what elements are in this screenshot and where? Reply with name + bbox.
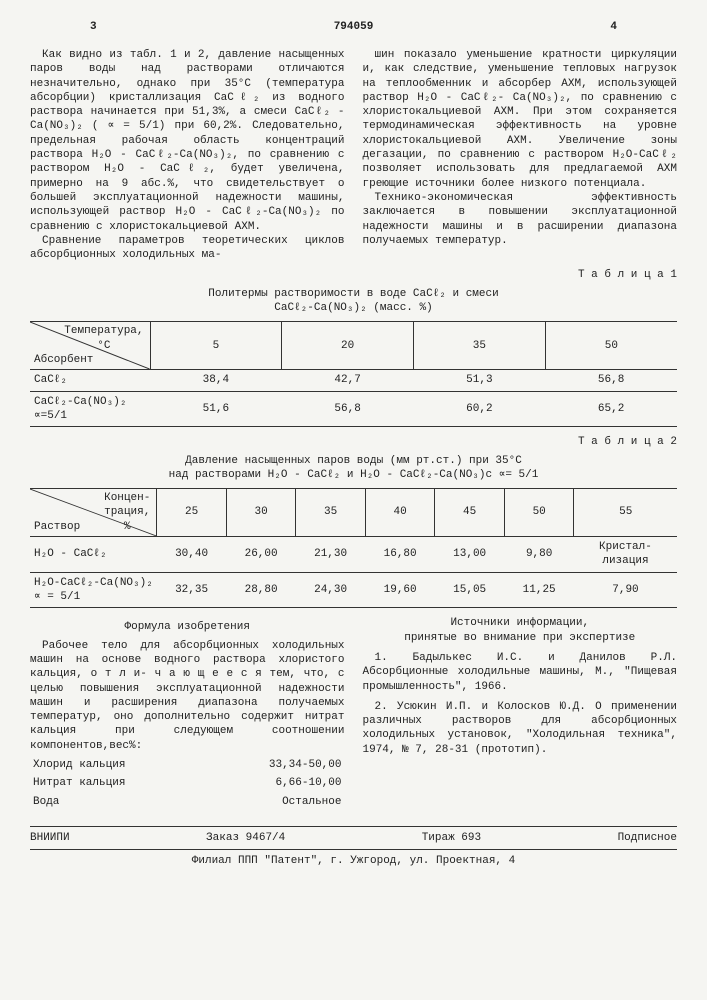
table1: Температура, °С Абсорбент 5 20 35 50 CaC… (30, 321, 677, 427)
t2-r1-v3: 21,30 (296, 537, 366, 573)
t1-r2-v1: 51,6 (150, 391, 282, 427)
t2-r1-l: H₂O - CaCℓ₂ (30, 537, 157, 573)
t2-c7: 55 (574, 489, 677, 537)
page-num-left: 3 (90, 20, 97, 34)
t2-r2-v2: 28,80 (226, 572, 296, 608)
t2-r2-v1: 32,35 (157, 572, 227, 608)
comp3-l: Вода (32, 794, 204, 810)
t1-r2-l: CaCℓ₂-Ca(NO₃)₂ ∝=5/1 (30, 391, 150, 427)
t2-r2-l: H₂O-CaCℓ₂-Ca(NO₃)₂ ∝ = 5/1 (30, 572, 157, 608)
t1-r1-v2: 42,7 (282, 370, 414, 391)
p1: Как видно из табл. 1 и 2, давление насыщ… (30, 48, 345, 234)
t2-r1-v1: 30,40 (157, 537, 227, 573)
t1-r1-v1: 38,4 (150, 370, 282, 391)
table2-title: Т а б л и ц а 2 (30, 435, 677, 449)
t1-r2-v3: 60,2 (414, 391, 546, 427)
table2-diag: Концен- трация, % Раствор (30, 489, 157, 537)
t1-r1-v4: 56,8 (545, 370, 677, 391)
t2-c4: 40 (365, 489, 435, 537)
footer-order: Заказ 9467/4 (206, 831, 285, 845)
t1-c4: 50 (545, 322, 677, 370)
ref2: 2. Усюкин И.П. и Колосков Ю.Д. О примене… (363, 700, 678, 757)
t1-c2: 20 (282, 322, 414, 370)
refs-title: Источники информации, принятые во вниман… (363, 616, 678, 645)
col-left: Как видно из табл. 1 и 2, давление насыщ… (30, 48, 345, 262)
footer-line1: ВНИИПИ Заказ 9467/4 Тираж 693 Подписное (30, 826, 677, 845)
table1-caption: Политермы растворимости в воде CaCℓ₂ и с… (30, 287, 677, 316)
patent-number: 794059 (334, 20, 374, 34)
composition-table: Хлорид кальция33,34-50,00 Нитрат кальция… (30, 755, 345, 812)
t2-c6: 50 (504, 489, 574, 537)
p4: Технико-экономическая эффективность закл… (363, 191, 678, 248)
t2-c3: 35 (296, 489, 366, 537)
table2: Концен- трация, % Раствор 25 30 35 40 45… (30, 488, 677, 608)
p3: шин показало уменьшение кратности циркул… (363, 48, 678, 191)
p2: Сравнение параметров теоретических цикло… (30, 234, 345, 263)
t1-c3: 35 (414, 322, 546, 370)
comp1-l: Хлорид кальция (32, 757, 204, 773)
t2-r2-v3: 24,30 (296, 572, 366, 608)
t1-r2-v4: 65,2 (545, 391, 677, 427)
t2-r1-v6: 9,80 (504, 537, 574, 573)
table2-caption: Давление насыщенных паров воды (мм рт.ст… (30, 454, 677, 483)
t2-r1-v5: 13,00 (435, 537, 505, 573)
comp1-r: 33,34-50,00 (206, 757, 342, 773)
t2-r2-v5: 15,05 (435, 572, 505, 608)
t2-c1: 25 (157, 489, 227, 537)
t1-r1-l: CaCℓ₂ (30, 370, 150, 391)
comp3-r: Остальное (206, 794, 342, 810)
footer-sub: Подписное (618, 831, 677, 845)
ref1: 1. Бадылькес И.С. и Данилов Р.Л. Абсорбц… (363, 651, 678, 694)
page-num-right: 4 (610, 20, 617, 34)
table1-title: Т а б л и ц а 1 (30, 268, 677, 282)
formula-text: Рабочее тело для абсорбционных холодильн… (30, 639, 345, 753)
page-header: 3 794059 4 (30, 20, 677, 40)
formula-title: Формула изобретения (30, 620, 345, 634)
t2-c5: 45 (435, 489, 505, 537)
formula-and-refs: Формула изобретения Рабочее тело для абс… (30, 616, 677, 812)
comp2-r: 6,66-10,00 (206, 775, 342, 791)
table1-diag: Температура, °С Абсорбент (30, 322, 150, 370)
footer-org: ВНИИПИ (30, 831, 70, 845)
t2-r1-v2: 26,00 (226, 537, 296, 573)
col-right: шин показало уменьшение кратности циркул… (363, 48, 678, 262)
comp2-l: Нитрат кальция (32, 775, 204, 791)
body-columns: Как видно из табл. 1 и 2, давление насыщ… (30, 48, 677, 262)
refs-col: Источники информации, принятые во вниман… (363, 616, 678, 812)
t2-r2-v7: 7,90 (574, 572, 677, 608)
t1-c1: 5 (150, 322, 282, 370)
footer-tirazh: Тираж 693 (422, 831, 481, 845)
t2-r1-v4: 16,80 (365, 537, 435, 573)
t2-r2-v4: 19,60 (365, 572, 435, 608)
footer-addr: Филиал ППП "Патент", г. Ужгород, ул. Про… (30, 849, 677, 868)
formula-col: Формула изобретения Рабочее тело для абс… (30, 616, 345, 812)
t2-r2-v6: 11,25 (504, 572, 574, 608)
t1-r1-v3: 51,3 (414, 370, 546, 391)
footer: ВНИИПИ Заказ 9467/4 Тираж 693 Подписное … (30, 826, 677, 869)
t1-r2-v2: 56,8 (282, 391, 414, 427)
t2-c2: 30 (226, 489, 296, 537)
t2-r1-v7: Кристал- лизация (574, 537, 677, 573)
